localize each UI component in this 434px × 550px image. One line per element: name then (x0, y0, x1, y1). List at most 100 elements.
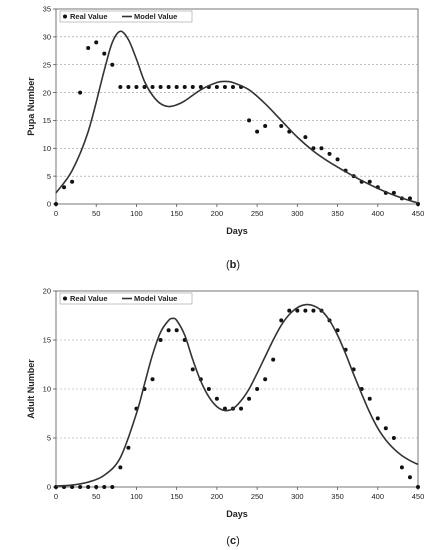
x-tick-label: 450 (412, 209, 425, 218)
real-value-point (383, 426, 388, 431)
y-tick-label: 10 (43, 385, 51, 394)
plot-area (55, 8, 419, 205)
real-value-point (239, 406, 244, 411)
x-tick-label: 300 (291, 492, 304, 501)
x-tick-label: 450 (412, 492, 425, 501)
x-tick-label: 50 (92, 492, 100, 501)
real-value-point (399, 465, 404, 470)
x-tick-label: 400 (372, 209, 385, 218)
real-value-point (247, 118, 252, 123)
real-value-point (94, 40, 99, 45)
real-value-point (86, 485, 91, 489)
x-tick-label: 200 (211, 492, 224, 501)
real-value-point (166, 328, 171, 333)
real-value-point (70, 485, 75, 489)
real-value-point (319, 146, 324, 151)
y-axis-label: Pupa Number (26, 77, 36, 136)
real-value-point (407, 475, 412, 480)
real-value-point (263, 124, 268, 128)
x-tick-label: 100 (130, 492, 143, 501)
real-value-point (367, 179, 372, 184)
real-value-point (190, 85, 195, 89)
real-value-point (198, 85, 203, 89)
real-value-point (94, 485, 99, 489)
real-value-point (134, 85, 139, 89)
panel-caption: (c) (226, 535, 239, 547)
x-tick-label: 300 (291, 209, 304, 218)
real-value-point (190, 367, 195, 372)
real-value-point (327, 151, 332, 156)
panel-caption: (b) (226, 259, 240, 271)
y-tick-label: 15 (43, 336, 51, 345)
model-value-line (55, 30, 419, 204)
y-tick-label: 15 (43, 116, 51, 125)
real-value-point (295, 308, 300, 313)
legend-real-value: Real Value (70, 12, 108, 21)
legend-model-value: Model Value (134, 12, 177, 21)
real-value-point (255, 387, 260, 391)
y-tick-label: 35 (43, 5, 51, 14)
real-value-point (206, 387, 211, 391)
real-value-point (222, 85, 227, 89)
real-value-point (102, 51, 107, 56)
y-tick-label: 5 (47, 434, 51, 443)
real-value-point (118, 85, 123, 89)
panel-caption-letter: c (230, 535, 236, 547)
x-tick-label: 250 (251, 492, 264, 501)
legend: Real Value Model Value (59, 10, 193, 23)
x-tick-label: 0 (54, 492, 58, 501)
x-tick-label: 150 (170, 492, 183, 501)
x-tick-label: 150 (170, 209, 183, 218)
real-value-point (230, 85, 235, 89)
panel-caption-letter: b (230, 259, 237, 271)
real-value-point (110, 485, 115, 489)
y-axis-label: Adult Number (26, 359, 36, 419)
y-tick-label: 25 (43, 60, 51, 69)
real-value-point (62, 185, 67, 190)
y-tick-label: 0 (47, 200, 51, 209)
real-value-point (150, 377, 155, 382)
real-value-point (158, 85, 163, 89)
real-value-point (78, 485, 83, 489)
real-value-point (391, 436, 396, 440)
real-value-point (335, 328, 340, 333)
real-value-point (126, 445, 131, 450)
real-value-point (263, 377, 268, 382)
real-value-point (158, 338, 163, 342)
real-value-point (311, 308, 316, 313)
real-value-point (166, 85, 171, 89)
x-tick-label: 350 (331, 492, 344, 501)
y-tick-label: 20 (43, 88, 51, 97)
real-value-point (142, 85, 147, 89)
real-value-point (303, 135, 308, 140)
legend-model-value: Model Value (134, 294, 177, 303)
x-tick-label: 100 (130, 209, 143, 218)
x-axis-label: Days (226, 509, 248, 519)
real-value-point (214, 85, 219, 89)
real-value-point (271, 357, 276, 362)
real-value-point (303, 308, 308, 313)
legend-real-value: Real Value (70, 294, 108, 303)
real-value-point (367, 396, 372, 401)
real-value-point (86, 46, 91, 50)
y-tick-label: 0 (47, 483, 51, 492)
real-value-point (247, 396, 252, 401)
real-value-point (279, 318, 284, 323)
y-tick-label: 5 (47, 172, 51, 181)
real-value-point (287, 308, 292, 313)
real-value-point (182, 85, 187, 89)
real-value-point (150, 85, 155, 89)
x-tick-label: 350 (331, 209, 344, 218)
model-value-line (55, 303, 419, 487)
real-value-point (126, 85, 131, 89)
real-value-point (407, 196, 412, 201)
real-value-point (54, 202, 58, 206)
real-value-point (78, 90, 83, 95)
y-tick-label: 30 (43, 33, 51, 42)
real-value-point (375, 416, 380, 421)
y-tick-label: 20 (43, 287, 51, 296)
y-tick-label: 10 (43, 144, 51, 153)
